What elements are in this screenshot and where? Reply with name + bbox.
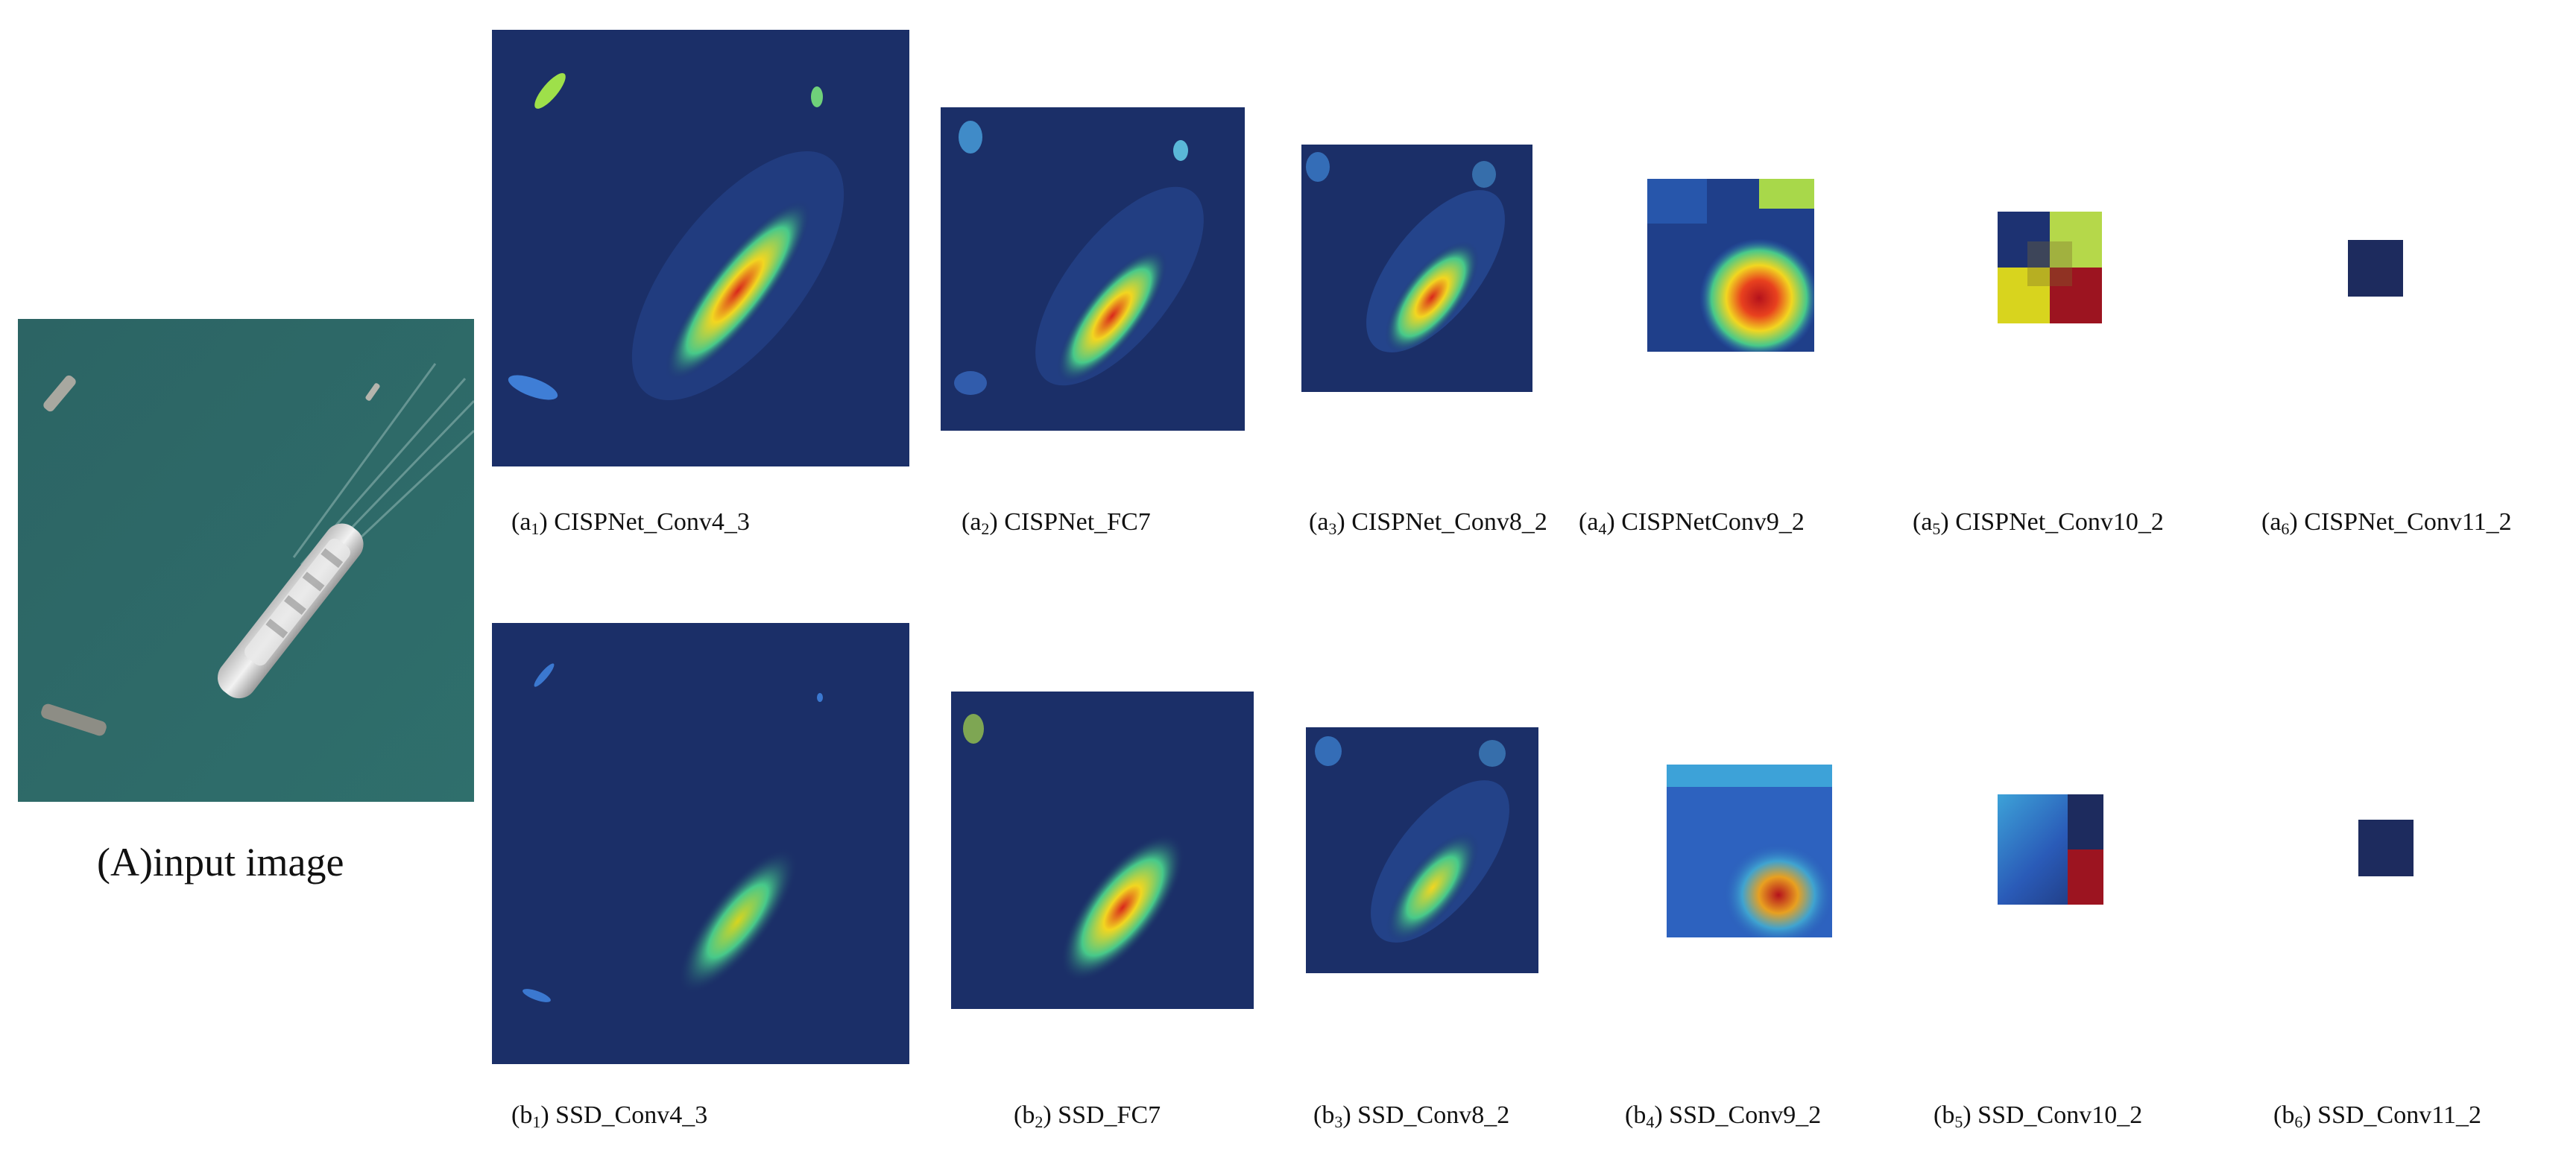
input-image [18,319,474,802]
heatmap-b2 [951,692,1254,1009]
heatmap-b3 [1306,727,1538,973]
heatmap-a6 [2348,240,2403,297]
caption-a6: (a6) CISPNet_Conv11_2 [2261,508,2512,538]
caption-a5: (a5) CISPNet_Conv10_2 [1913,508,2164,538]
caption-b5: (b5) SSD_Conv10_2 [1933,1101,2143,1131]
caption-a1: (a1) CISPNet_Conv4_3 [511,508,750,538]
caption-b6: (b6) SSD_Conv11_2 [2273,1101,2481,1131]
heatmap-b1 [492,623,909,1064]
caption-a3: (a3) CISPNet_Conv8_2 [1309,508,1547,538]
main-ship [217,523,364,699]
heatmap-b4 [1667,765,1832,937]
caption-b1: (b1) SSD_Conv4_3 [511,1101,708,1131]
boat-bottom-left [41,703,107,736]
heatmap-a5 [1998,212,2102,323]
heatmap-a2 [941,107,1245,431]
heatmap-a1 [492,30,909,466]
input-image-caption: (A)input image [97,840,344,885]
boat-top-left [43,375,76,412]
caption-a4: (a4) CISPNetConv9_2 [1579,508,1805,538]
caption-b4: (b4) SSD_Conv9_2 [1625,1101,1822,1131]
caption-b3: (b3) SSD_Conv8_2 [1313,1101,1510,1131]
heatmap-a3 [1301,145,1532,392]
boat-top-right [365,383,380,401]
caption-b2: (b2) SSD_FC7 [1014,1101,1161,1131]
heatmap-a4 [1647,179,1814,352]
caption-a2: (a2) CISPNet_FC7 [962,508,1151,538]
heatmap-b5 [1998,794,2103,905]
heatmap-b6 [2358,820,2414,876]
